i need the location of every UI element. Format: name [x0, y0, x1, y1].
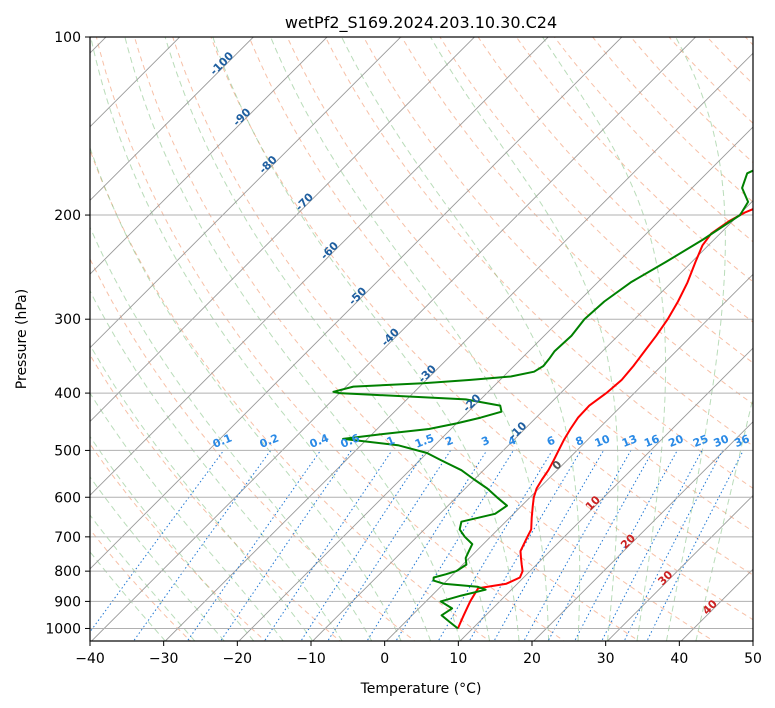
- x-tick-label: −20: [223, 651, 253, 667]
- mixing-ratio-label: 8: [574, 434, 586, 449]
- plot-frame: [89, 36, 754, 642]
- y-tick-label: 900: [54, 594, 81, 610]
- isotherm-line: [90, 37, 697, 641]
- isotherm-line: [312, 200, 753, 641]
- x-tick-label: 50: [744, 651, 762, 667]
- profile-series: [332, 169, 753, 630]
- mixing-ratio-label: 10: [593, 432, 612, 450]
- mixing-ratio-label: 16: [642, 432, 661, 450]
- isotherm-line: [238, 126, 753, 641]
- mixing-ratio-label: 36: [732, 432, 751, 450]
- y-tick-label: 100: [54, 30, 81, 46]
- moist-adiabat-line: [164, 37, 491, 641]
- y-tick-label: 500: [54, 443, 81, 459]
- y-tick-label: 600: [54, 490, 81, 506]
- moist-adiabat-line: [90, 37, 432, 641]
- mixing-ratio-label: 1: [385, 434, 397, 449]
- isotherm-line: [90, 37, 476, 423]
- moist-adiabat-line: [430, 37, 619, 641]
- moist-adiabat-line: [90, 435, 255, 641]
- mixing-ratio-label: 3: [480, 434, 492, 449]
- moist-adiabat-line: [90, 550, 166, 641]
- x-tick-label: 20: [523, 651, 541, 667]
- isotherm-line: [90, 37, 255, 202]
- moist-adiabat-line: [90, 514, 196, 641]
- dewpoint-line: [332, 169, 753, 630]
- chart-title: wetPf2_S169.2024.203.10.30.C24: [285, 13, 557, 33]
- dry-adiabat-line: [363, 37, 753, 447]
- temperature-line: [456, 208, 753, 629]
- isotherm-line: [90, 37, 328, 275]
- y-axis: 100 200 300 400 500 600 700 800 900 1000: [45, 30, 90, 637]
- dry-adiabat-line: [401, 37, 753, 405]
- dry-adiabat-line: [770, 24, 775, 644]
- y-axis-title: Pressure (hPa): [14, 289, 30, 389]
- isotherm-line: [90, 37, 623, 570]
- moist-adiabat-line: [542, 37, 667, 641]
- dry-adiabat-line: [286, 37, 753, 532]
- isotherm-line: [385, 273, 753, 641]
- y-tick-label: 300: [54, 312, 81, 328]
- dry-adiabat-line: [324, 37, 753, 489]
- moist-adiabat-line: [90, 289, 343, 641]
- y-tick-label: 400: [54, 386, 81, 402]
- mixing-ratio-label: 25: [691, 432, 710, 450]
- dry-adiabat-line: [248, 37, 753, 576]
- moist-adiabat-line: [341, 37, 581, 641]
- plot-background: [90, 37, 753, 641]
- x-axis-title: Temperature (°C): [360, 681, 482, 697]
- x-tick-label: −10: [296, 651, 326, 667]
- mixing-ratio-label: 20: [666, 432, 685, 450]
- y-tick-label: 800: [54, 564, 81, 580]
- mixing-ratio-label: 30: [712, 432, 731, 450]
- isotherm-line: [90, 37, 549, 496]
- moist-adiabat-line: [666, 37, 726, 641]
- isotherm-line: [459, 347, 753, 641]
- moist-adiabat-line: [695, 395, 753, 641]
- isotherm-line: [533, 421, 753, 641]
- dry-adiabat-line: [477, 37, 753, 323]
- dry-adiabat-line: [172, 37, 715, 641]
- isotherm-line: [90, 37, 181, 128]
- dry-adiabat-line: [90, 148, 491, 641]
- x-tick-label: 0: [380, 651, 389, 667]
- y-tick-label: 1000: [45, 621, 81, 637]
- x-tick-label: 30: [597, 651, 615, 667]
- moist-adiabat-line: [270, 37, 549, 641]
- x-tick-label: −40: [75, 651, 105, 667]
- mixing-ratio-label: 13: [620, 432, 639, 450]
- moist-adiabat-line: [90, 146, 402, 641]
- moist-adiabat-line: [90, 476, 225, 641]
- x-tick-label: −30: [149, 651, 179, 667]
- y-tick-label: 200: [54, 208, 81, 224]
- x-tick-label: 10: [449, 651, 467, 667]
- moist-adiabat-line: [212, 37, 520, 641]
- dry-adiabat-line: [210, 37, 753, 621]
- isotherm-line: [164, 52, 753, 641]
- moist-adiabat-line: [90, 392, 284, 641]
- isotherm-line: [90, 37, 402, 349]
- x-tick-label: 40: [670, 651, 688, 667]
- mixing-ratio-label: 2: [443, 434, 455, 449]
- isotherm-line: [606, 494, 753, 641]
- x-axis: −40 −30 −20 −10 0 10 20 30 40 50: [75, 641, 762, 667]
- moist-adiabat-line: [90, 226, 373, 641]
- y-tick-label: 700: [54, 530, 81, 546]
